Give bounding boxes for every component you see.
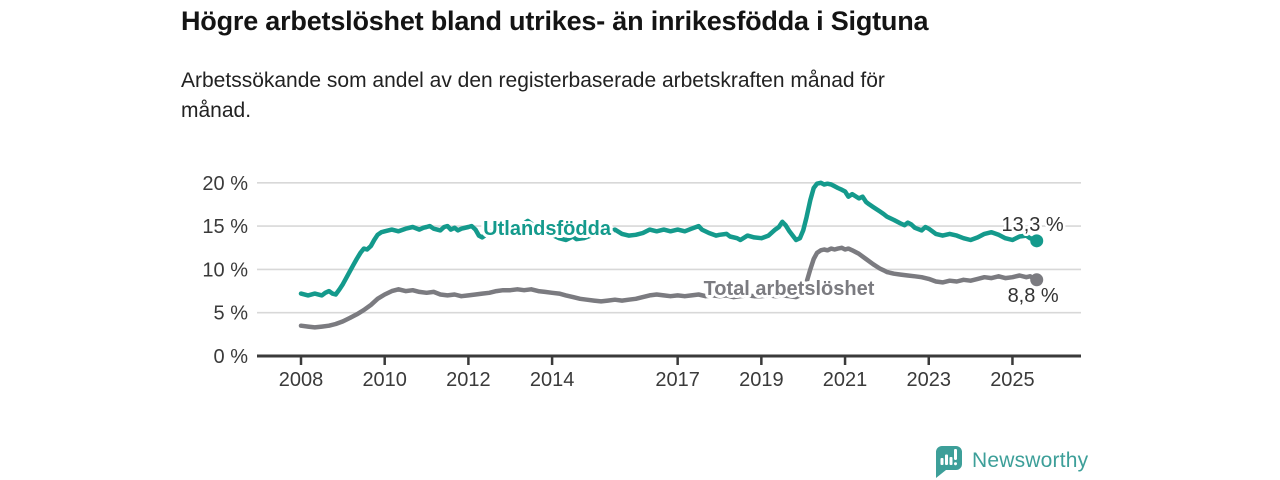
brand-name: Newsworthy — [972, 449, 1089, 472]
chart-subtitle: Arbetssökande som andel av den registerb… — [181, 66, 1081, 126]
series-label: Total arbetslöshet — [704, 278, 875, 300]
series-line-total — [298, 245, 1039, 330]
subtitle-line-1: Arbetssökande som andel av den registerb… — [181, 69, 885, 92]
series-line-utlandsfodda — [298, 180, 1039, 298]
y-tick-label: 5 % — [214, 303, 249, 325]
x-tick-label: 2014 — [530, 369, 575, 391]
x-tick-label: 2021 — [823, 369, 868, 391]
newsworthy-logo: Newsworthy — [934, 444, 1088, 478]
series-end-dot — [1030, 234, 1044, 248]
end-value-label: 13,3 % — [1001, 214, 1063, 236]
series-label: Utlandsfödda — [483, 218, 612, 240]
y-tick-label: 0 % — [214, 346, 249, 368]
page-title: Högre arbetslöshet bland utrikes- än inr… — [181, 6, 929, 36]
end-value-label: 8,8 % — [1008, 285, 1059, 307]
x-tick-label: 2012 — [446, 369, 491, 391]
x-tick-label: 2019 — [739, 369, 784, 391]
subtitle-line-2: månad. — [181, 99, 252, 122]
x-tick-label: 2010 — [362, 369, 407, 391]
y-tick-label: 20 % — [202, 173, 248, 195]
x-tick-label: 2017 — [655, 369, 700, 391]
y-tick-label: 15 % — [202, 216, 248, 238]
y-tick-label: 10 % — [202, 259, 248, 281]
x-tick-label: 2025 — [990, 369, 1035, 391]
bar-chart-speech-bubble-icon — [936, 446, 962, 478]
x-tick-label: 2008 — [279, 369, 324, 391]
series-end-dot — [1030, 273, 1044, 287]
x-tick-label: 2023 — [907, 369, 952, 391]
